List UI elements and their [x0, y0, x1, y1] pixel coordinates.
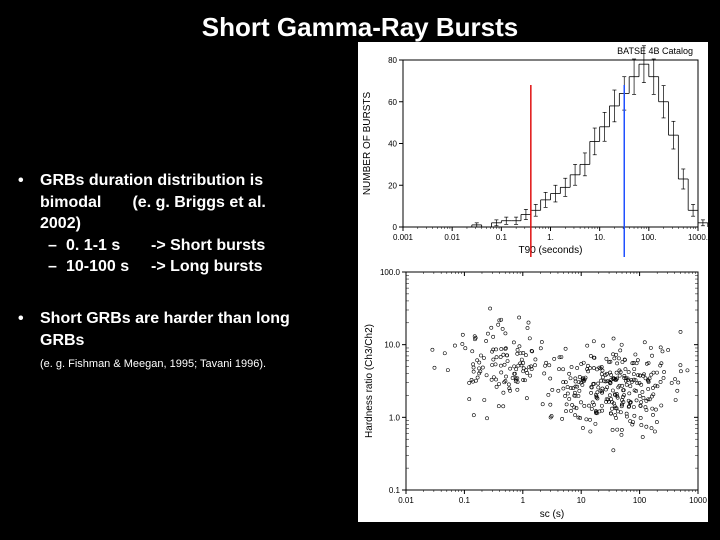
b1-line2a: bimodal [40, 194, 101, 211]
svg-text:0: 0 [393, 223, 398, 232]
reference-note: (e. g. Fishman & Meegan, 1995; Tavani 19… [40, 357, 348, 372]
svg-text:10.: 10. [594, 233, 605, 242]
b2-line1: Short GRBs are harder than long [40, 310, 290, 327]
bullet-1: • GRBs duration distribution is bimodal … [18, 170, 348, 278]
svg-text:1000: 1000 [689, 496, 707, 505]
svg-text:80: 80 [388, 56, 397, 65]
b1-sub2b: -> Long bursts [151, 258, 263, 275]
svg-text:1: 1 [521, 496, 526, 505]
text-panel: • GRBs duration distribution is bimodal … [18, 170, 348, 402]
b1-line3: 2002) [40, 215, 81, 232]
svg-text:40: 40 [388, 140, 397, 149]
svg-text:0.1: 0.1 [459, 496, 471, 505]
b1-sub1a: 0. 1-1 s [66, 235, 151, 257]
b1-sub2a: 10-100 s [66, 256, 151, 278]
svg-text:20: 20 [388, 181, 397, 190]
svg-text:0.1: 0.1 [496, 233, 508, 242]
histogram-chart: BATSE 4B Catalog 0 20 40 60 80 0.001 0.01 0.1 1. 1… [358, 42, 708, 257]
svg-text:0.1: 0.1 [389, 486, 401, 495]
b2-line2: GRBs [40, 332, 84, 349]
svg-text:10.0: 10.0 [384, 341, 400, 350]
bullet-2: • Short GRBs are harder than long GRBs (… [18, 308, 348, 372]
svg-text:1000.: 1000. [688, 233, 708, 242]
svg-text:0.001: 0.001 [393, 233, 414, 242]
svg-text:100.0: 100.0 [380, 268, 401, 277]
sub-marker: – [48, 235, 66, 257]
scatter-chart: 0.010.111010010000.11.010.0100.0sc (s)Ha… [358, 257, 708, 522]
bullet-marker: • [18, 308, 40, 351]
svg-text:0.01: 0.01 [398, 496, 414, 505]
charts-panel: BATSE 4B Catalog0204060800.0010.010.11.1… [358, 42, 708, 522]
bullet-marker: • [18, 170, 40, 235]
sub-marker: – [48, 256, 66, 278]
svg-text:60: 60 [388, 98, 397, 107]
svg-text:0.01: 0.01 [444, 233, 460, 242]
svg-text:100: 100 [633, 496, 647, 505]
svg-text:T90 (seconds): T90 (seconds) [519, 245, 583, 256]
svg-text:10: 10 [577, 496, 586, 505]
svg-text:1.: 1. [547, 233, 554, 242]
svg-text:BATSE 4B Catalog: BATSE 4B Catalog [617, 46, 693, 56]
b1-sub1b: -> Short bursts [151, 237, 265, 254]
slide-title: Short Gamma-Ray Bursts [0, 0, 720, 43]
b1-line1: GRBs duration distribution is [40, 172, 263, 189]
svg-text:sc (s): sc (s) [540, 509, 564, 520]
svg-text:1.0: 1.0 [389, 413, 401, 422]
svg-text:NUMBER OF BURSTS: NUMBER OF BURSTS [362, 92, 373, 196]
b1-line2b: (e. g. Briggs et al. [132, 194, 265, 211]
svg-text:100.: 100. [641, 233, 657, 242]
svg-text:Hardness ratio (Ch3/Ch2): Hardness ratio (Ch3/Ch2) [364, 324, 375, 438]
